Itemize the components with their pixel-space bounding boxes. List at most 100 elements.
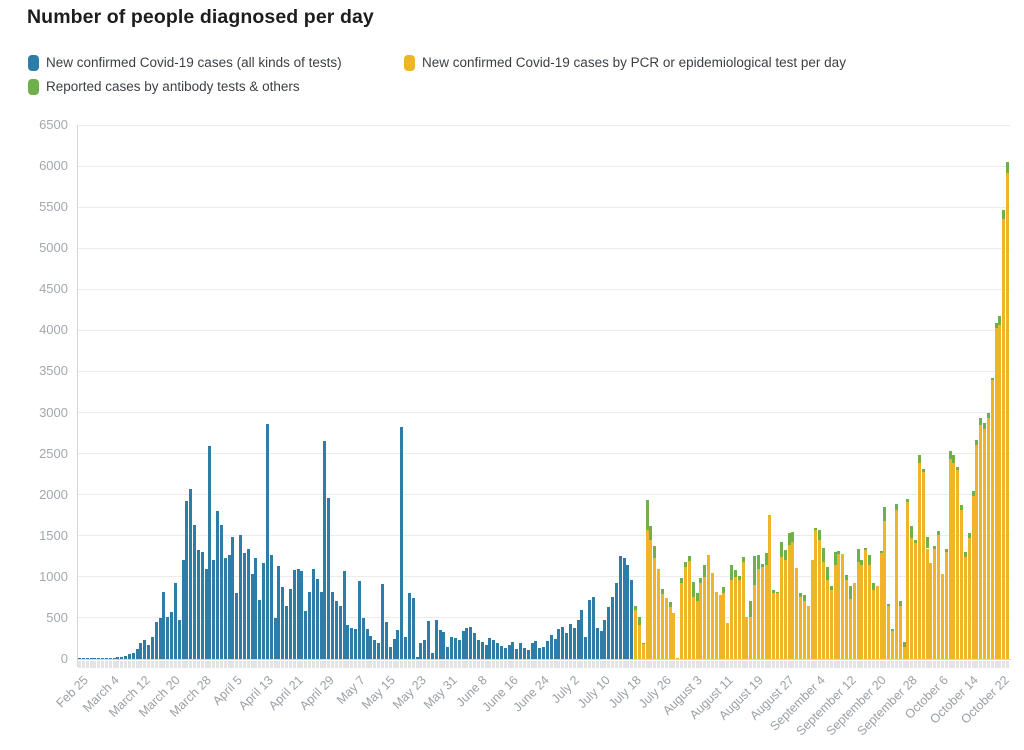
bar-pcr[interactable] [871, 589, 875, 659]
bar-all-tests[interactable] [442, 631, 446, 659]
bar-all-tests[interactable] [308, 592, 312, 659]
bar-antibody[interactable] [921, 469, 925, 472]
bar-all-tests[interactable] [622, 557, 626, 659]
bar-antibody[interactable] [1006, 161, 1010, 173]
bar-pcr[interactable] [783, 560, 787, 659]
bar-all-tests[interactable] [392, 639, 396, 659]
bar-pcr[interactable] [802, 601, 806, 659]
bar-antibody[interactable] [925, 536, 929, 549]
bar-all-tests[interactable] [522, 647, 526, 659]
bar-all-tests[interactable] [427, 620, 431, 659]
bar-antibody[interactable] [883, 506, 887, 521]
bar-pcr[interactable] [898, 606, 902, 659]
bar-antibody[interactable] [917, 455, 921, 463]
bar-antibody[interactable] [990, 378, 994, 380]
bar-antibody[interactable] [845, 575, 849, 581]
bar-all-tests[interactable] [262, 563, 266, 659]
bar-pcr[interactable] [906, 501, 910, 659]
bar-antibody[interactable] [975, 440, 979, 446]
bar-pcr[interactable] [806, 606, 810, 659]
bar-all-tests[interactable] [204, 569, 208, 659]
bar-all-tests[interactable] [108, 658, 112, 659]
bar-all-tests[interactable] [158, 618, 162, 659]
bar-antibody[interactable] [967, 533, 971, 539]
bar-antibody[interactable] [814, 528, 818, 530]
bar-all-tests[interactable] [131, 652, 135, 659]
bar-all-tests[interactable] [196, 549, 200, 659]
bar-antibody[interactable] [952, 455, 956, 464]
bar-antibody[interactable] [660, 589, 664, 595]
bar-all-tests[interactable] [568, 624, 572, 659]
bar-pcr[interactable] [883, 520, 887, 659]
bar-pcr[interactable] [668, 607, 672, 659]
bar-all-tests[interactable] [496, 643, 500, 659]
bar-all-tests[interactable] [177, 619, 181, 659]
bar-pcr[interactable] [730, 580, 734, 659]
bar-pcr[interactable] [837, 553, 841, 659]
bar-pcr[interactable] [634, 609, 638, 659]
bar-all-tests[interactable] [511, 641, 515, 659]
bar-all-tests[interactable] [269, 555, 273, 659]
bar-pcr[interactable] [921, 471, 925, 659]
bar-antibody[interactable] [749, 601, 753, 617]
bar-all-tests[interactable] [388, 647, 392, 659]
bar-all-tests[interactable] [101, 658, 104, 659]
bar-all-tests[interactable] [208, 446, 212, 659]
bar-all-tests[interactable] [124, 655, 128, 659]
bar-all-tests[interactable] [373, 640, 377, 659]
bar-all-tests[interactable] [453, 638, 457, 659]
bar-all-tests[interactable] [499, 645, 503, 659]
bar-pcr[interactable] [860, 564, 864, 659]
bar-all-tests[interactable] [254, 558, 258, 659]
bar-pcr[interactable] [868, 564, 872, 659]
bar-all-tests[interactable] [120, 656, 124, 659]
bar-pcr[interactable] [914, 543, 918, 659]
bar-antibody[interactable] [699, 578, 703, 584]
bar-pcr[interactable] [917, 462, 921, 659]
bar-all-tests[interactable] [404, 637, 407, 659]
bar-all-tests[interactable] [304, 610, 308, 659]
bar-antibody[interactable] [864, 548, 868, 551]
bar-pcr[interactable] [864, 550, 868, 659]
bar-all-tests[interactable] [285, 606, 289, 659]
bar-antibody[interactable] [894, 503, 898, 510]
bar-all-tests[interactable] [630, 580, 634, 659]
bar-all-tests[interactable] [591, 596, 595, 659]
bar-all-tests[interactable] [350, 627, 354, 659]
bar-pcr[interactable] [960, 509, 964, 659]
bar-antibody[interactable] [645, 500, 649, 531]
bar-antibody[interactable] [998, 316, 1002, 325]
bar-all-tests[interactable] [584, 636, 588, 659]
bar-all-tests[interactable] [446, 646, 450, 659]
bar-all-tests[interactable] [561, 627, 565, 659]
bar-pcr[interactable] [707, 555, 710, 659]
bar-antibody[interactable] [741, 556, 745, 562]
bar-all-tests[interactable] [112, 657, 116, 659]
bar-pcr[interactable] [733, 576, 737, 659]
bar-all-tests[interactable] [242, 553, 246, 659]
bar-antibody[interactable] [825, 566, 829, 581]
bar-all-tests[interactable] [361, 617, 365, 659]
bar-pcr[interactable] [657, 569, 661, 659]
bar-all-tests[interactable] [216, 511, 220, 659]
bar-pcr[interactable] [764, 564, 768, 659]
bar-antibody[interactable] [1002, 210, 1006, 220]
bar-pcr[interactable] [810, 560, 814, 659]
bar-pcr[interactable] [937, 534, 941, 659]
bar-pcr[interactable] [986, 418, 990, 659]
bar-all-tests[interactable] [200, 551, 204, 659]
bar-all-tests[interactable] [626, 564, 630, 659]
bar-pcr[interactable] [852, 583, 856, 659]
bar-antibody[interactable] [668, 602, 672, 608]
bar-all-tests[interactable] [104, 658, 108, 659]
bar-all-tests[interactable] [411, 597, 415, 659]
bar-pcr[interactable] [929, 562, 933, 659]
bar-all-tests[interactable] [473, 632, 477, 659]
bar-all-tests[interactable] [162, 591, 166, 659]
bar-pcr[interactable] [944, 551, 948, 659]
bar-all-tests[interactable] [139, 643, 143, 659]
bar-antibody[interactable] [730, 564, 734, 581]
bar-pcr[interactable] [718, 594, 722, 659]
bar-pcr[interactable] [1002, 219, 1006, 659]
bar-antibody[interactable] [649, 525, 653, 540]
